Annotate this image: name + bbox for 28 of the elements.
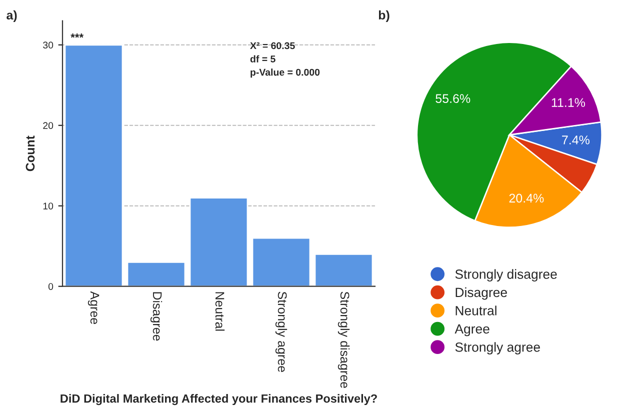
x-tick-label: Strongly agree xyxy=(275,292,288,372)
chart-title: a) xyxy=(6,10,17,22)
annotation: X² = 60.35 xyxy=(250,42,295,50)
data-label: 7.4% xyxy=(562,136,590,144)
chart-title: b) xyxy=(378,10,390,22)
data-label: 20.4% xyxy=(509,194,544,203)
y-tick-label: 0 xyxy=(48,283,54,290)
bar xyxy=(314,253,374,286)
annotation: p-Value = 0.000 xyxy=(250,68,320,78)
x-tick-label: Agree xyxy=(88,291,100,324)
bar xyxy=(126,262,186,286)
annotation: *** xyxy=(70,34,84,38)
annotation: df = 5 xyxy=(250,55,276,62)
data-label: 55.6% xyxy=(436,94,470,103)
bar xyxy=(189,197,248,286)
x-tick-label: Strongly disagree xyxy=(338,292,350,388)
x-tick-label: Neutral xyxy=(215,292,225,331)
x-tick-label: Disagree xyxy=(150,292,162,341)
legend-label: Strongly agree xyxy=(455,342,540,354)
bar xyxy=(64,44,124,286)
y-tick-label: 20 xyxy=(43,122,54,129)
bar xyxy=(252,237,311,286)
y-axis-title: Count xyxy=(26,136,35,172)
legend-label: Strongly disagree xyxy=(455,269,557,282)
y-tick-label: 10 xyxy=(43,202,54,210)
y-tick-label: 30 xyxy=(43,42,54,49)
x-axis-title: DiD Digital Marketing Affected your Finances Positively? xyxy=(60,394,377,406)
data-label: 11.1% xyxy=(552,98,586,107)
